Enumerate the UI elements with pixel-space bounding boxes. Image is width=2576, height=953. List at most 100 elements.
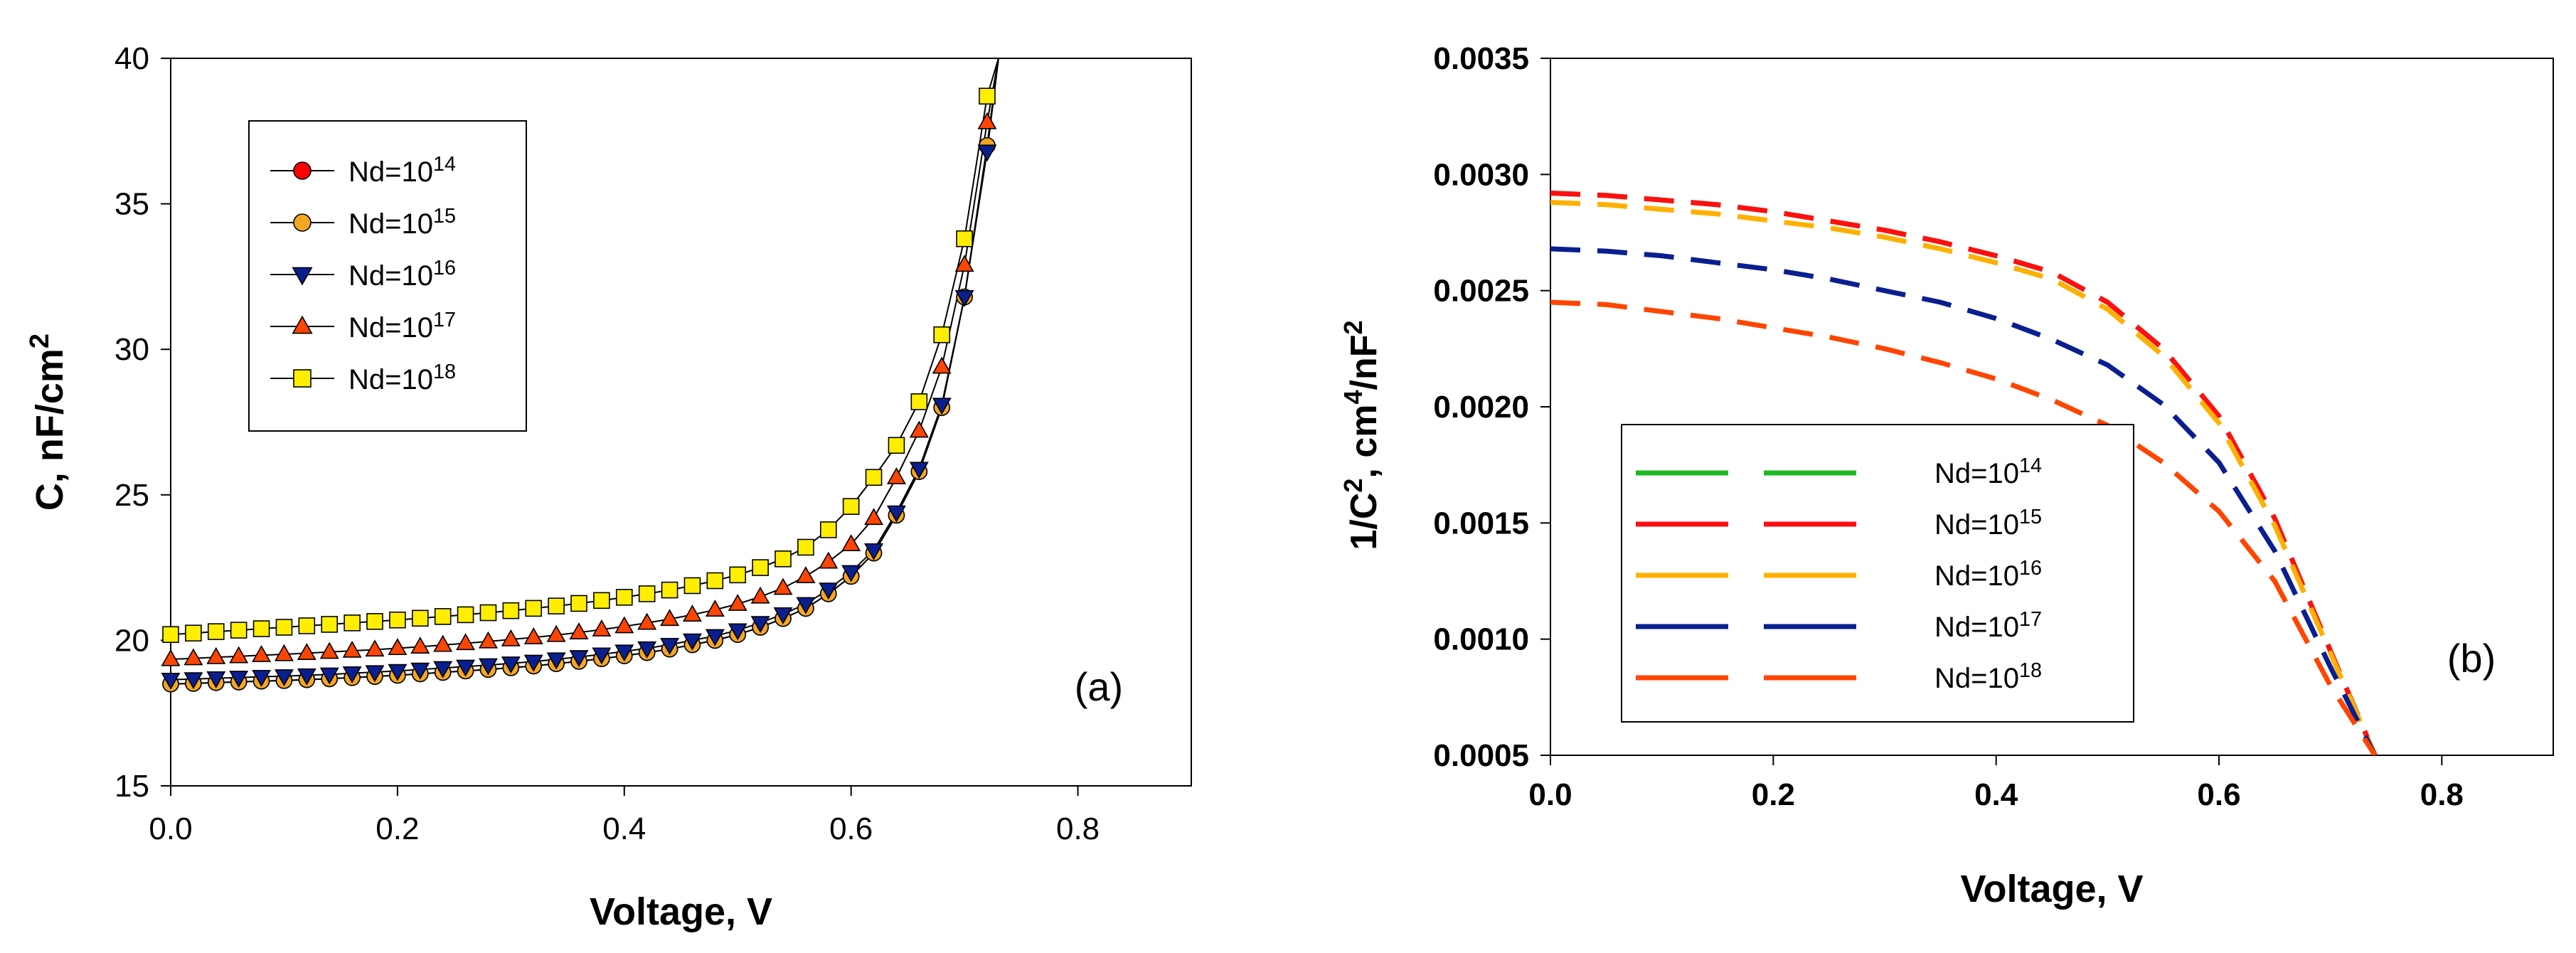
data-point-a xyxy=(909,462,929,479)
data-point-a xyxy=(274,669,294,687)
data-point-a xyxy=(162,626,179,644)
x-tick-label-a: 0.8 xyxy=(1056,811,1100,846)
data-point-a xyxy=(977,144,997,162)
data-point-a xyxy=(661,581,678,599)
data-point-a xyxy=(660,637,680,655)
data-point-a xyxy=(206,671,226,688)
data-point-a xyxy=(819,521,837,538)
data-point-a xyxy=(954,289,974,307)
data-point-a xyxy=(956,230,973,247)
data-point-a xyxy=(797,538,814,556)
data-point-a xyxy=(593,592,610,609)
x-tick-label-b: 0.6 xyxy=(2197,777,2240,812)
y-tick-label-b: 0.0005 xyxy=(1433,738,1529,773)
data-point-a xyxy=(750,586,770,604)
data-point-a xyxy=(433,661,453,678)
data-point-a xyxy=(752,559,769,576)
data-point-a xyxy=(773,577,793,595)
data-point-a xyxy=(842,498,860,515)
data-point-a xyxy=(592,619,612,637)
data-point-a xyxy=(388,638,408,656)
data-point-a xyxy=(706,572,724,590)
legend-label-a: Nd=1016 xyxy=(348,257,456,292)
data-point-a xyxy=(728,593,747,611)
data-point-a xyxy=(434,608,452,625)
data-point-a xyxy=(229,646,249,664)
legend-label-a: Nd=1017 xyxy=(348,309,456,344)
data-point-a xyxy=(297,668,316,686)
legend-marker-a xyxy=(293,213,312,232)
data-point-a xyxy=(456,659,476,677)
data-point-a xyxy=(388,664,408,681)
data-point-a xyxy=(614,644,634,662)
data-point-a xyxy=(479,604,497,622)
data-point-a xyxy=(750,616,770,634)
legend-label-a: Nd=1015 xyxy=(348,205,456,240)
data-point-a xyxy=(344,614,361,632)
x-tick-label-a: 0.0 xyxy=(149,811,192,846)
y-tick-label-b: 0.0020 xyxy=(1433,390,1529,425)
data-point-a xyxy=(637,612,657,630)
data-point-a xyxy=(525,600,543,617)
data-point-a xyxy=(433,634,453,652)
legend-label-a: Nd=1014 xyxy=(348,153,456,188)
y-axis-title-a: C, nF/cm2 xyxy=(25,334,71,511)
data-point-a xyxy=(366,613,383,630)
data-point-a xyxy=(909,420,929,438)
data-point-a xyxy=(773,607,793,624)
legend-label-a: Nd=1018 xyxy=(348,361,456,395)
data-point-a xyxy=(183,672,203,690)
legend-label-b: Nd=1017 xyxy=(1934,608,2042,643)
y-tick-label-b: 0.0015 xyxy=(1433,506,1529,541)
data-point-a xyxy=(410,662,430,680)
x-tick-label-b: 0.0 xyxy=(1528,777,1572,812)
legend-marker-a xyxy=(292,267,313,286)
data-point-a xyxy=(501,656,521,674)
data-point-a xyxy=(548,597,565,614)
legend-label-b: Nd=1015 xyxy=(1934,506,2042,541)
data-point-a xyxy=(979,87,996,105)
y-tick-label-a: 35 xyxy=(115,187,149,222)
data-point-a xyxy=(319,641,339,659)
data-point-a xyxy=(932,398,952,415)
legend-label-b: Nd=1016 xyxy=(1934,557,2042,592)
y-tick-label-a: 25 xyxy=(115,478,149,513)
legend-label-b: Nd=1014 xyxy=(1934,454,2042,489)
data-point-a xyxy=(252,644,272,662)
data-point-a xyxy=(523,654,543,672)
data-point-a xyxy=(886,505,906,523)
data-point-a xyxy=(319,667,339,685)
y-tick-label-b: 0.0025 xyxy=(1433,274,1529,309)
x-tick-label-b: 0.2 xyxy=(1752,777,1795,812)
plot-frame-a xyxy=(170,58,1192,787)
data-point-a xyxy=(275,619,293,636)
data-point-a xyxy=(796,597,816,614)
series-line-b xyxy=(1550,246,2378,755)
x-axis-title-a: Voltage, V xyxy=(590,890,772,933)
data-point-a xyxy=(705,629,725,646)
data-point-a xyxy=(365,665,385,683)
data-point-a xyxy=(682,633,702,651)
data-point-a xyxy=(796,566,816,583)
data-point-a xyxy=(954,255,974,272)
data-point-a xyxy=(342,666,362,683)
data-point-a xyxy=(660,609,680,627)
legend-label-b: Nd=1018 xyxy=(1934,659,2042,694)
data-point-a xyxy=(298,617,316,634)
data-point-a xyxy=(864,543,884,560)
data-point-a xyxy=(229,671,249,688)
series-line-b xyxy=(1550,299,2378,755)
data-point-a xyxy=(207,623,225,640)
data-point-a xyxy=(638,585,656,602)
x-tick-label-b: 0.8 xyxy=(2420,777,2464,812)
data-point-a xyxy=(185,624,202,641)
data-point-a xyxy=(456,633,476,651)
data-point-a xyxy=(615,589,633,606)
data-point-a xyxy=(933,326,951,344)
data-point-a xyxy=(365,639,385,657)
y-tick-label-b: 0.0035 xyxy=(1433,41,1529,76)
data-point-a xyxy=(637,641,657,659)
data-point-a xyxy=(819,582,839,600)
y-tick-label-a: 40 xyxy=(115,41,149,76)
